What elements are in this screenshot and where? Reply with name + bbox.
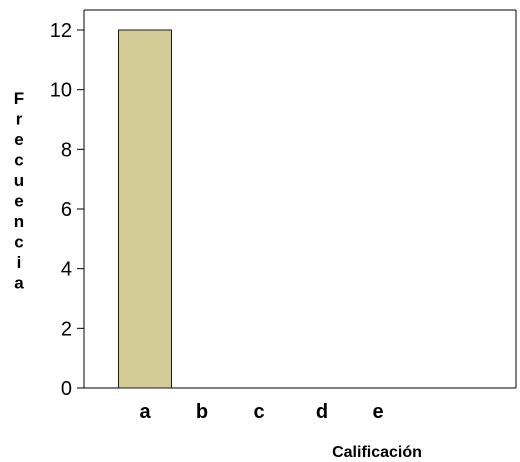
x-category-label-c: c xyxy=(253,401,264,423)
y-tick-label: 2 xyxy=(61,318,72,340)
y-tick-label: 4 xyxy=(61,259,72,281)
bars xyxy=(118,29,172,389)
x-category-label-a: a xyxy=(139,401,151,423)
x-axis-category-labels: a b c d e xyxy=(139,401,383,423)
y-axis-title-letter: a xyxy=(14,274,24,293)
y-axis-title-letter: n xyxy=(14,212,24,231)
bar-a xyxy=(118,29,172,389)
x-category-label-e: e xyxy=(372,401,383,423)
y-axis-title-letter: e xyxy=(14,192,23,211)
x-category-label-d: d xyxy=(316,401,328,423)
x-axis-title: Calificación xyxy=(332,444,422,461)
y-tick-label: 10 xyxy=(50,80,72,102)
y-tick-label: 6 xyxy=(61,199,72,221)
y-axis-title-letter: c xyxy=(14,233,23,252)
y-tick-label: 12 xyxy=(50,20,72,42)
y-axis-title-letter: r xyxy=(16,110,23,129)
y-tick-label: 8 xyxy=(61,139,72,161)
y-tick-label: 0 xyxy=(61,378,72,400)
y-axis-title-letter: i xyxy=(17,253,22,272)
x-category-label-b: b xyxy=(196,401,208,423)
y-axis-title-letter: u xyxy=(14,171,24,190)
y-axis-title-letter: e xyxy=(14,130,23,149)
y-axis-ticks: 0 2 4 6 8 10 12 xyxy=(50,20,84,400)
y-axis-title-letter: F xyxy=(14,89,24,108)
y-axis-title-letter: c xyxy=(14,151,23,170)
